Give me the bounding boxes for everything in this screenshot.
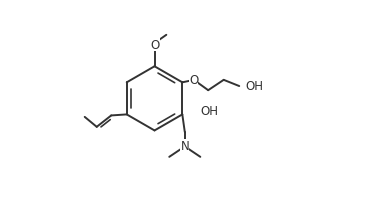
Text: O: O xyxy=(150,39,160,51)
Text: N: N xyxy=(181,139,189,152)
Text: O: O xyxy=(189,74,198,87)
Text: OH: OH xyxy=(200,104,218,117)
Text: OH: OH xyxy=(246,79,264,92)
